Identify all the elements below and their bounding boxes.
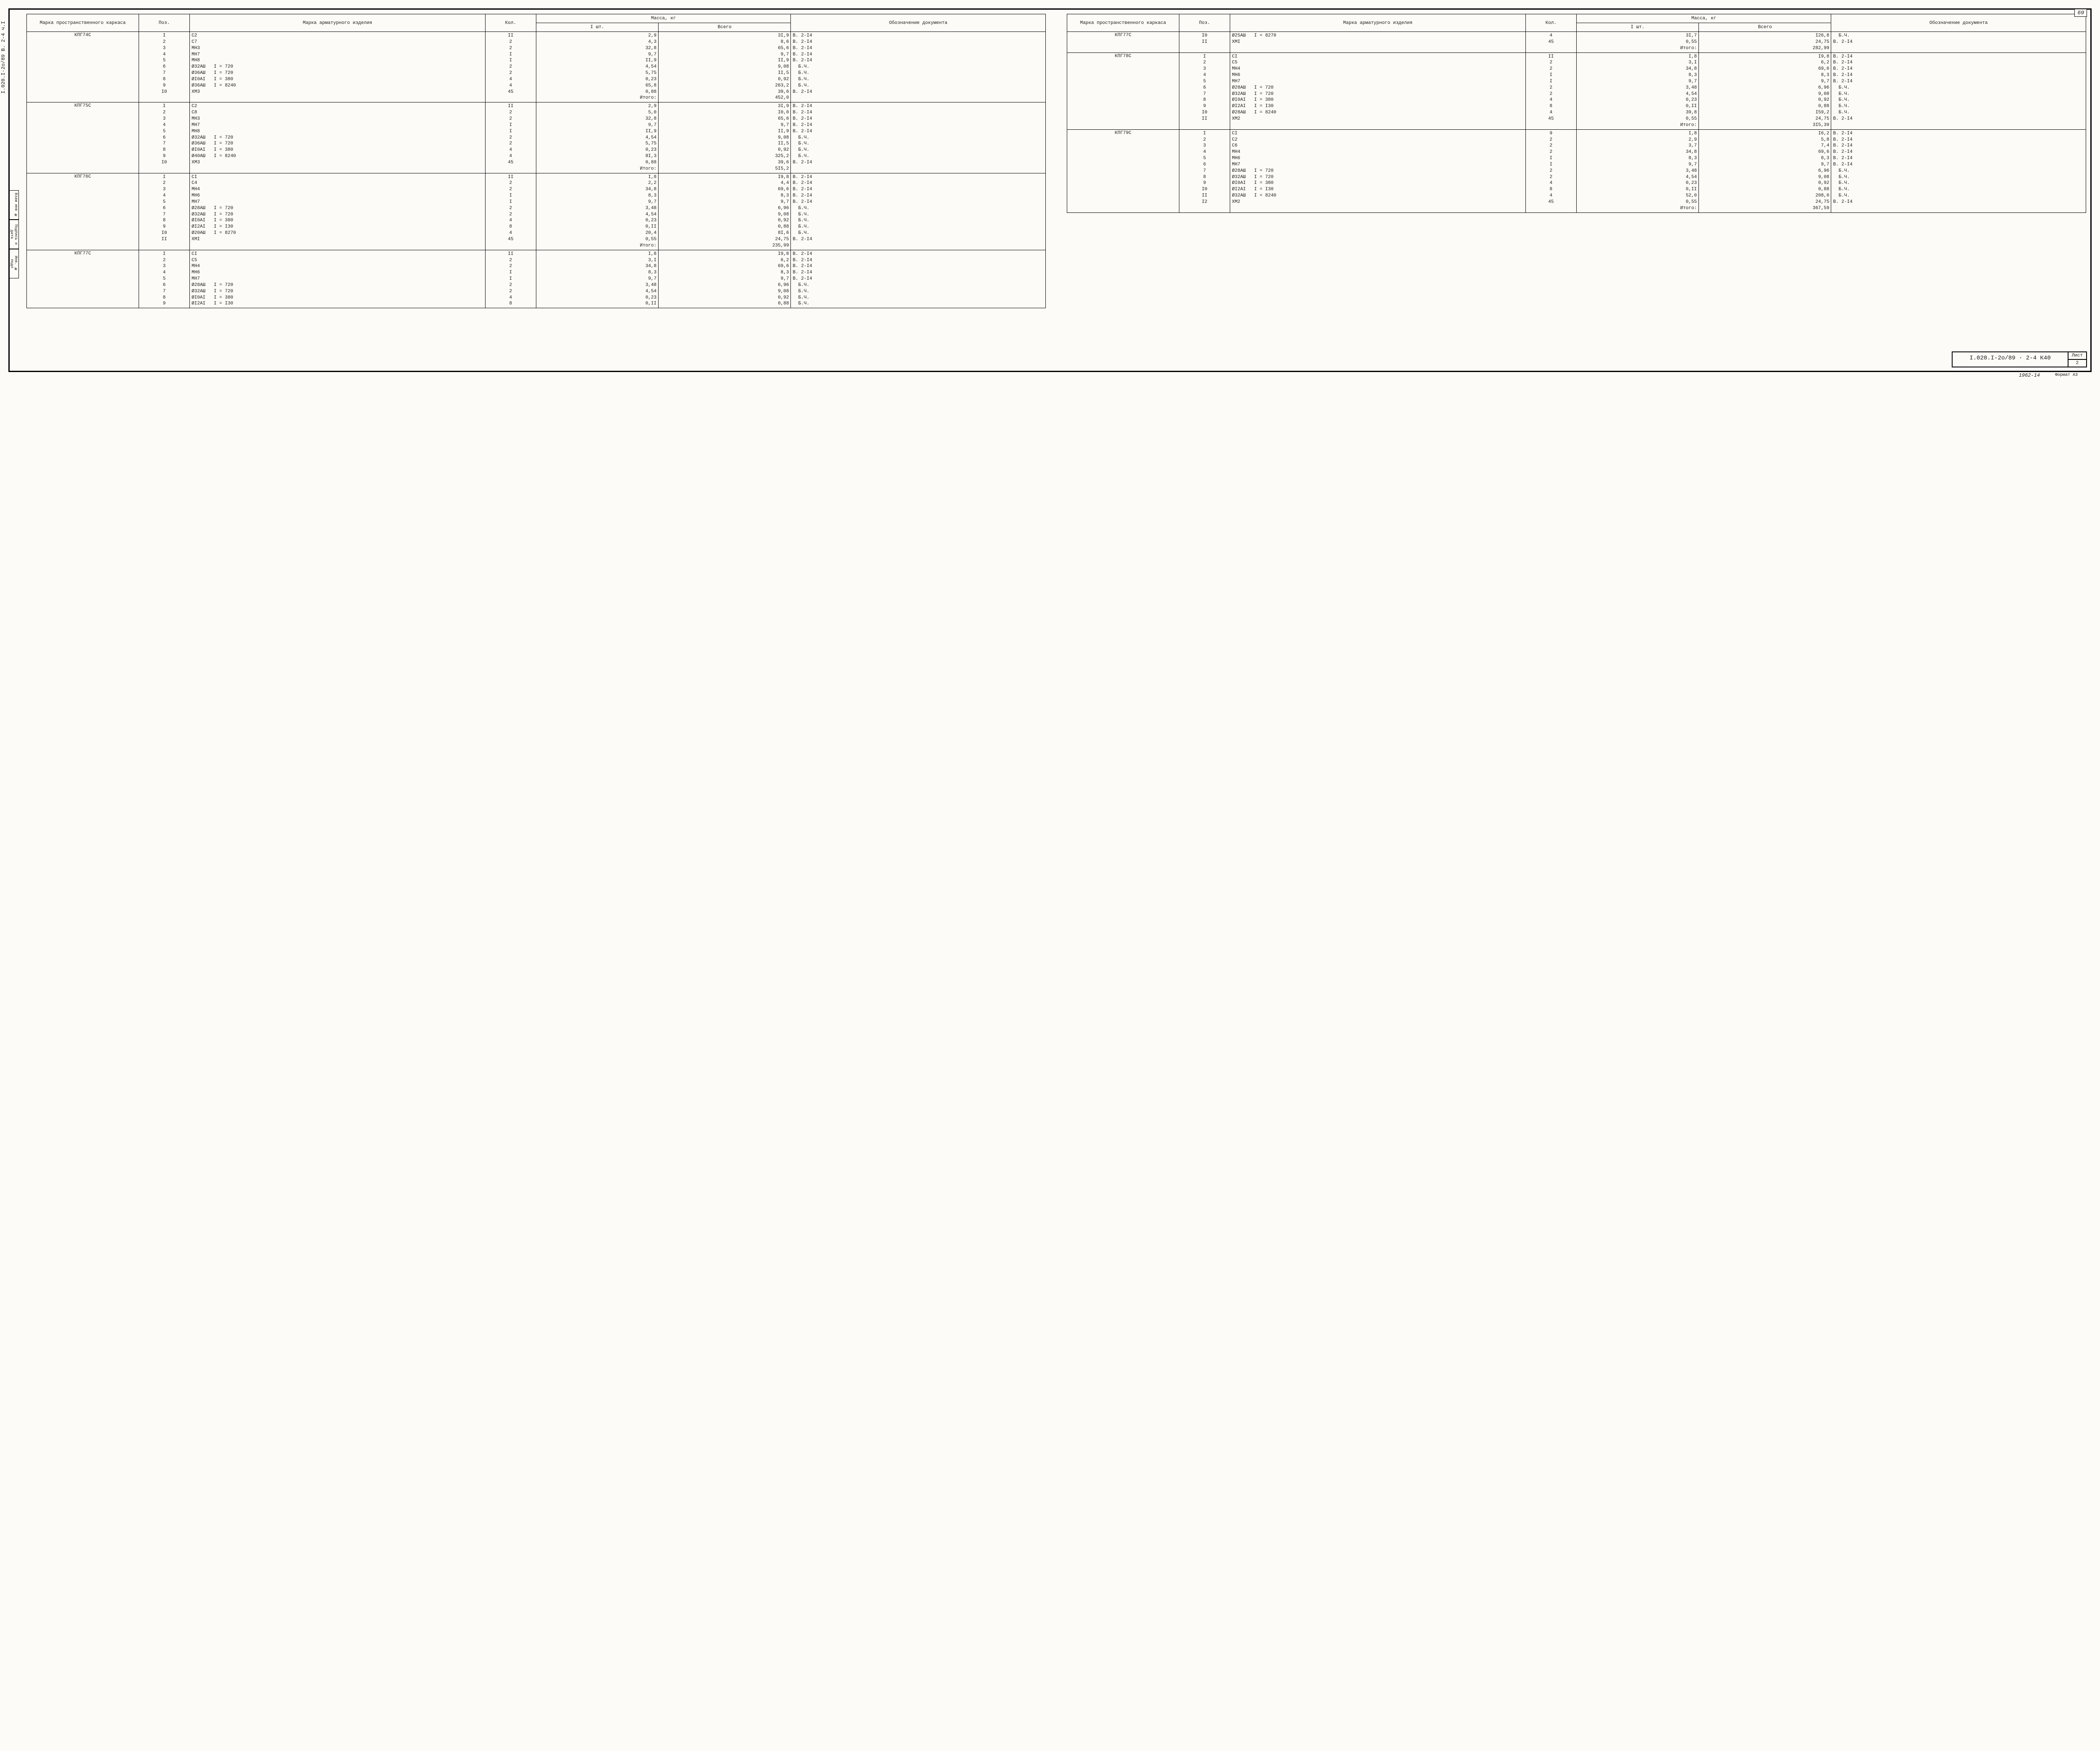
cell-kol: II 2 2 I I 2 2 4 8 4 45 (1525, 52, 1576, 129)
cell-kol: II 2 2 I I 2 2 4 8 (485, 250, 536, 308)
spec-group-row: КПГ74С I 2 3 4 5 6 7 8 9 I0 С2 С7 МН3 МН… (27, 32, 1046, 102)
cell-marka: КПГ78С (1067, 52, 1179, 129)
spec-group-row: КПГ75С I 2 3 4 5 6 7 8 9 I0 С2 С8 МН3 МН… (27, 102, 1046, 173)
spec-group-row: КПГ77С I0 II Ø25АШ I = 8270 ХМI 4 45 3I,… (1067, 32, 2086, 53)
cell-pos: I 2 3 4 5 6 7 8 9 I0 (139, 102, 189, 173)
cell-kol: II 2 2 I I 2 2 4 4 45 (485, 32, 536, 102)
spec-group-row: КПГ78С I 2 3 4 5 6 7 8 9 I0 II СI С5 МН4… (1067, 52, 2086, 129)
cell-izd: С2 С8 МН3 МН7 МН8 Ø32АШ I = 720 Ø36АШ I … (190, 102, 486, 173)
cell-izd: Ø25АШ I = 8270 ХМI (1230, 32, 1526, 53)
cell-doc: В. 2-I4 В. 2-I4 В. 2-I4 В. 2-I4 В. 2-I4 … (791, 173, 1046, 250)
cell-marka: КПГ77С (1067, 32, 1179, 53)
cell-pos: I 2 3 4 5 6 7 8 9 I0 II (1179, 52, 1230, 129)
cell-marka: КПГ77С (27, 250, 139, 308)
th-doc: Обозначение документа (1831, 14, 2086, 32)
content-columns: Марка прос­тран­ствен­ного каркаса Поз. … (22, 14, 2086, 308)
cell-pos: I 2 3 4 5 6 7 8 9 I0 (139, 32, 189, 102)
spec-group-row: КПГ77С I 2 3 4 5 6 7 8 9 СI С5 МН4 МН6 М… (27, 250, 1046, 308)
sheet-label: Лист (2068, 352, 2086, 360)
left-column: Марка прос­тран­ствен­ного каркаса Поз. … (26, 14, 1046, 308)
cell-izd: С2 С7 МН3 МН7 МН8 Ø32АШ I = 720 Ø36АШ I … (190, 32, 486, 102)
cell-izd: СI С5 МН4 МН6 МН7 Ø28АШ I = 720 Ø32АШ I … (1230, 52, 1526, 129)
cell-kol: II 2 2 I I 2 2 4 8 4 45 (485, 173, 536, 250)
cell-mass-1: 3I,7 0,55 Итого: (1576, 32, 1698, 53)
cell-mass-all: I9,8 6,2 69,6 8,3 9,7 6,96 9,08 0,92 0,8… (659, 250, 791, 308)
th-doc: Обозначение документа (791, 14, 1046, 32)
title-block: I.020.I-2о/89 · 2-4 К40 Лист 2 (1952, 351, 2087, 367)
right-column: Марка прос­тран­ствен­ного каркаса Поз. … (1067, 14, 2086, 308)
cell-kol: 4 45 (1525, 32, 1576, 53)
cell-mass-all: I9,8 6,2 69,6 8,3 9,7 6,96 9,08 0,92 0,8… (1699, 52, 1831, 129)
spec-group-row: КПГ79С I 2 3 4 5 6 7 8 9 I0 II I2 СI С2 … (1067, 129, 2086, 212)
th-poz: Поз. (1179, 14, 1230, 32)
cell-pos: I0 II (1179, 32, 1230, 53)
side-box: Подпись и дата (9, 220, 19, 249)
cell-mass-all: I9,8 4,4 69,6 8,3 9,7 6,96 9,08 0,92 0,8… (659, 173, 791, 250)
cell-mass-1: I,8 2,9 3,7 34,8 8,3 9,7 3,48 4,54 0,23 … (1576, 129, 1698, 212)
th-marka: Марка прос­тран­ствен­ного каркаса (1067, 14, 1179, 32)
th-massa: Масса, кг (536, 14, 790, 23)
cell-marka: КПГ79С (1067, 129, 1179, 212)
th-marka: Марка прос­тран­ствен­ного каркаса (27, 14, 139, 32)
cell-doc: В. 2-I4 В. 2-I4 В. 2-I4 В. 2-I4 В. 2-I4 … (791, 102, 1046, 173)
side-box: Инв. № подл (9, 249, 19, 278)
cell-mass-1: I,8 2,2 34,8 8,3 9,7 3,48 4,54 0,23 0,II… (536, 173, 658, 250)
cell-izd: СI С4 МН4 МН6 МН7 Ø28АШ I = 720 Ø32АШ I … (190, 173, 486, 250)
cell-mass-1: 2,9 5,0 32,8 9,7 II,9 4,54 5,75 0,23 8I,… (536, 102, 658, 173)
cell-doc: Б.Ч. В. 2-I4 (1831, 32, 2086, 53)
spec-table-left: Марка прос­тран­ствен­ного каркаса Поз. … (26, 14, 1046, 308)
cell-doc: В. 2-I4 В. 2-I4 В. 2-I4 В. 2-I4 В. 2-I4 … (791, 32, 1046, 102)
title-block-code: I.020.I-2о/89 · 2-4 К40 (1953, 352, 2068, 367)
th-massa-1: I шт. (536, 23, 658, 32)
side-box: Взам инв № (9, 190, 19, 220)
th-massa-all: Всего (1699, 23, 1831, 32)
sheet-number: 2 (2068, 360, 2086, 367)
th-massa-1: I шт. (1576, 23, 1698, 32)
drawing-sheet: 69 I.020.I-2о/89 В. 2-4 ч.I Взам инв № П… (8, 8, 2092, 372)
th-poz: Поз. (139, 14, 189, 32)
th-izd: Марка арматурного изделия (190, 14, 486, 32)
th-kol: Кол. (485, 14, 536, 32)
cell-pos: I 2 3 4 5 6 7 8 9 I0 II (139, 173, 189, 250)
th-izd: Марка арматурного изделия (1230, 14, 1526, 32)
cell-mass-1: I,8 3,I 34,8 8,3 9,7 3,48 4,54 0,23 0,II… (1576, 52, 1698, 129)
cell-marka: КПГ74С (27, 32, 139, 102)
side-document-code: I.020.I-2о/89 В. 2-4 ч.I (0, 21, 6, 94)
th-massa: Масса, кг (1576, 14, 1831, 23)
cell-marka: КПГ76С (27, 173, 139, 250)
cell-mass-all: I6,2 5,8 7,4 69,6 8,3 9,7 6,96 9,08 0,92… (1699, 129, 1831, 212)
spec-table-right: Марка прос­тран­ствен­ного каркаса Поз. … (1067, 14, 2086, 213)
spec-group-row: КПГ76С I 2 3 4 5 6 7 8 9 I0 II СI С4 МН4… (27, 173, 1046, 250)
handwritten-note: 1962-14 (2019, 372, 2040, 378)
format-label: Формат А3 (2055, 373, 2078, 377)
cell-doc: В. 2-I4 В. 2-I4 В. 2-I4 В. 2-I4 В. 2-I4 … (791, 250, 1046, 308)
cell-izd: СI С5 МН4 МН6 МН7 Ø28АШ I = 720 Ø32АШ I … (190, 250, 486, 308)
cell-izd: СI С2 С6 МН4 МН6 МН7 Ø28АШ I = 720 Ø32АШ… (1230, 129, 1526, 212)
cell-mass-1: 2,9 4,3 32,8 9,7 II,9 4,54 5,75 0,23 65,… (536, 32, 658, 102)
cell-pos: I 2 3 4 5 6 7 8 9 (139, 250, 189, 308)
cell-mass-all: 3I,9 I0,0 65,6 9,7 II,9 9,08 II,5 0,92 3… (659, 102, 791, 173)
page-number-corner: 69 (2074, 9, 2087, 17)
cell-marka: КПГ75С (27, 102, 139, 173)
stamp-side-boxes: Взам инв № Подпись и дата Инв. № подл (9, 190, 19, 278)
cell-kol: II 2 2 I I 2 2 4 4 45 (485, 102, 536, 173)
cell-mass-1: I,8 3,I 34,8 8,3 9,7 3,48 4,54 0,23 0,II (536, 250, 658, 308)
th-massa-all: Всего (659, 23, 791, 32)
cell-pos: I 2 3 4 5 6 7 8 9 I0 II I2 (1179, 129, 1230, 212)
th-kol: Кол. (1525, 14, 1576, 32)
cell-doc: В. 2-I4 В. 2-I4 В. 2-I4 В. 2-I4 В. 2-I4 … (1831, 52, 2086, 129)
cell-mass-all: I26,8 24,75 282,99 (1699, 32, 1831, 53)
cell-doc: В. 2-I4 В. 2-I4 В. 2-I4 В. 2-I4 В. 2-I4 … (1831, 129, 2086, 212)
cell-kol: 9 2 2 2 I I 2 2 4 8 4 45 (1525, 129, 1576, 212)
cell-mass-all: 3I,9 8,6 65,6 9,7 II,9 9,08 II,5 0,92 26… (659, 32, 791, 102)
